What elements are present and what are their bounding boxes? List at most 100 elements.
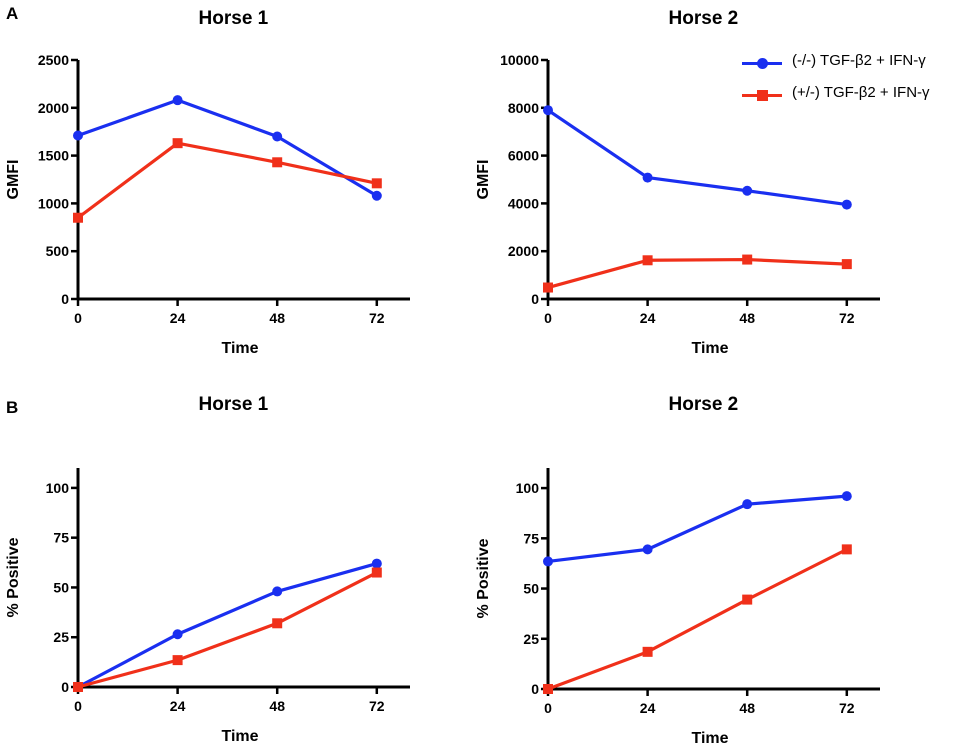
chart-positive-horse-2: Horse 2 0 25 50 75 100 0 24 48 72 Time % Positive — [475, 394, 880, 747]
y-tick-label: 0 — [61, 679, 69, 695]
x-tick-label: 72 — [369, 698, 385, 714]
x-tick-label: 0 — [544, 310, 552, 326]
legend-circle-marker — [757, 58, 768, 69]
x-axis-label: Time — [221, 728, 258, 745]
y-tick-label: 75 — [53, 530, 69, 546]
data-point-square — [642, 646, 653, 657]
y-axis-label: % Positive — [475, 538, 492, 618]
y-tick-label: 0 — [531, 681, 539, 697]
data-point-square — [73, 682, 83, 692]
data-point-circle — [371, 558, 382, 569]
x-axis-label: Time — [691, 340, 728, 357]
x-tick-label: 48 — [739, 310, 755, 326]
legend-label-heterozygous: (+/-) TGF-β2 + IFN-γ — [792, 84, 930, 101]
panel-letter-a: A — [6, 4, 19, 23]
data-point-circle — [272, 586, 283, 597]
x-tick-label: 24 — [640, 310, 656, 326]
data-point-square — [543, 282, 553, 293]
chart-title: Horse 2 — [669, 394, 739, 415]
y-tick-label: 100 — [46, 480, 70, 496]
y-tick-label: 25 — [53, 629, 69, 645]
x-tick-label: 72 — [839, 700, 855, 716]
y-tick-label: 2500 — [38, 52, 69, 68]
chart-title: Horse 1 — [199, 394, 269, 415]
x-axis-label: Time — [221, 340, 258, 357]
data-point-square — [371, 178, 382, 189]
series-line-knockout — [547, 108, 848, 207]
x-tick-label: 0 — [74, 698, 82, 714]
data-point-circle — [543, 105, 553, 116]
chart-positive-horse-1: Horse 1 0 25 50 75 100 0 24 48 72 Time % Positive — [5, 394, 410, 745]
data-point-circle — [73, 130, 83, 141]
data-point-circle — [742, 185, 753, 196]
data-point-square — [841, 259, 852, 270]
y-axis-label: GMFI — [475, 160, 492, 200]
series-line-knockout — [547, 494, 847, 564]
x-axis-label: Time — [691, 730, 728, 747]
y-tick-label: 25 — [523, 631, 539, 647]
y-tick-label: 500 — [46, 243, 70, 259]
x-tick-label: 0 — [544, 700, 552, 716]
y-tick-label: 0 — [531, 291, 539, 307]
x-tick-label: 72 — [839, 310, 855, 326]
data-point-circle — [642, 544, 653, 555]
x-tick-label: 24 — [640, 700, 656, 716]
series-line-heterozygous — [77, 141, 378, 220]
data-point-square — [73, 212, 83, 223]
y-tick-label: 0 — [61, 291, 69, 307]
data-point-circle — [841, 491, 852, 502]
data-point-circle — [172, 629, 183, 640]
data-point-square — [272, 618, 283, 629]
series-line-heterozygous — [77, 571, 378, 689]
data-point-circle — [742, 499, 753, 510]
chart-title: Horse 2 — [669, 8, 739, 29]
x-tick-label: 24 — [170, 310, 186, 326]
data-point-circle — [642, 172, 653, 183]
data-point-square — [642, 255, 653, 266]
series-line-heterozygous — [547, 547, 848, 691]
data-point-square — [371, 567, 382, 578]
data-point-circle — [371, 190, 382, 201]
y-tick-label: 50 — [53, 579, 69, 595]
y-tick-label: 6000 — [508, 148, 539, 164]
y-tick-label: 10000 — [500, 52, 539, 68]
data-point-circle — [543, 556, 553, 567]
legend: (-/-) TGF-β2 + IFN-γ (+/-) TGF-β2 + IFN-… — [742, 52, 957, 116]
data-point-square — [172, 138, 183, 149]
y-tick-label: 2000 — [508, 243, 539, 259]
data-point-square — [172, 655, 183, 666]
data-point-circle — [272, 131, 283, 142]
legend-square-marker — [757, 90, 768, 101]
panel-letter-b: B — [6, 398, 19, 417]
series-line-heterozygous — [547, 257, 847, 290]
data-point-circle — [841, 199, 852, 210]
y-tick-label: 1500 — [38, 148, 69, 164]
x-tick-label: 72 — [369, 310, 385, 326]
data-point-square — [841, 544, 852, 555]
legend-item-heterozygous: (+/-) TGF-β2 + IFN-γ — [742, 84, 957, 116]
data-point-square — [742, 594, 753, 605]
data-point-circle — [172, 95, 183, 106]
data-point-square — [742, 254, 753, 265]
y-tick-label: 4000 — [508, 195, 539, 211]
y-tick-label: 2000 — [38, 100, 69, 116]
chart-gmfi-horse-1: Horse 1 0 500 1000 1500 2000 2500 0 24 48 72 Time GM… — [5, 8, 410, 357]
y-axis-label: % Positive — [5, 537, 22, 617]
y-tick-label: 75 — [523, 530, 539, 546]
x-tick-label: 48 — [269, 698, 285, 714]
data-point-square — [543, 684, 553, 694]
chart-title: Horse 1 — [199, 8, 269, 29]
y-tick-label: 50 — [523, 581, 539, 597]
x-tick-label: 0 — [74, 310, 82, 326]
data-point-square — [272, 157, 283, 168]
y-tick-label: 1000 — [38, 195, 69, 211]
x-tick-label: 48 — [739, 700, 755, 716]
chart-gmfi-horse-2: Horse 2 0 2000 4000 6000 8000 10000 0 24 48 72 Time… — [475, 8, 880, 357]
series-line-knockout — [77, 562, 378, 689]
legend-item-knockout: (-/-) TGF-β2 + IFN-γ — [742, 52, 957, 84]
legend-label-knockout: (-/-) TGF-β2 + IFN-γ — [792, 52, 926, 69]
y-tick-label: 100 — [516, 480, 540, 496]
y-tick-label: 8000 — [508, 100, 539, 116]
y-axis-label: GMFI — [5, 160, 22, 200]
